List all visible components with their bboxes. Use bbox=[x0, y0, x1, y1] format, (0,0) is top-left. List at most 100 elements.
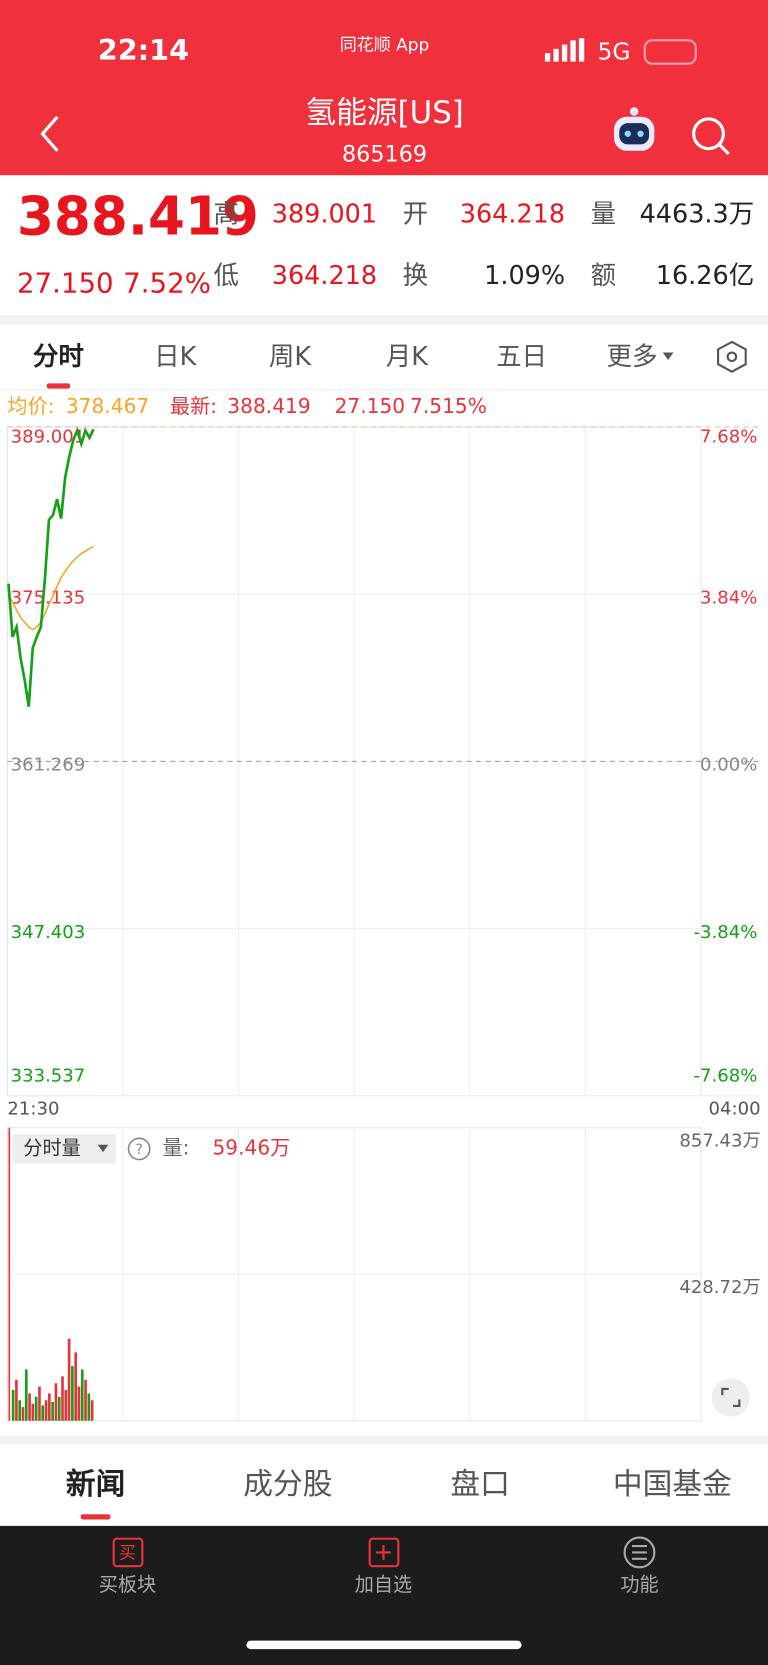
battery-icon bbox=[643, 39, 697, 65]
volume-bar bbox=[48, 1393, 51, 1421]
settings-icon[interactable] bbox=[717, 340, 747, 373]
pct-tick-label: 3.84% bbox=[700, 587, 757, 608]
dropdown-arrow bbox=[662, 352, 674, 360]
volume-bar bbox=[67, 1338, 71, 1421]
volume-bar bbox=[18, 1400, 22, 1421]
tab[interactable]: 日K bbox=[154, 342, 197, 372]
volume-tick-label: 428.72万 bbox=[679, 1277, 760, 1298]
tab-indicator bbox=[46, 383, 71, 389]
divider bbox=[0, 1435, 768, 1445]
volume-bar bbox=[71, 1366, 74, 1421]
back-button[interactable] bbox=[40, 115, 59, 152]
price-line bbox=[7, 426, 95, 707]
y-tick-label: 347.403 bbox=[11, 922, 86, 943]
expand-button[interactable] bbox=[711, 1378, 750, 1417]
pct-tick-label: 0.00% bbox=[700, 755, 757, 776]
tab[interactable]: 月K bbox=[386, 342, 429, 372]
volume-selector-label: 分时量 bbox=[23, 1136, 80, 1159]
volume-bar bbox=[54, 1383, 58, 1421]
avg-line bbox=[7, 545, 94, 631]
network: 5G bbox=[597, 38, 630, 66]
volume-bar bbox=[28, 1393, 31, 1421]
search-icon[interactable] bbox=[692, 117, 730, 156]
value: 1.09% bbox=[484, 261, 565, 291]
intraday-chart: 389.001 7.68% 375.135 3.84% 361.269 0.00% 347.… bbox=[6, 426, 761, 1422]
volume-bar bbox=[84, 1379, 87, 1421]
robot-icon[interactable] bbox=[613, 107, 655, 151]
tab-bar: 分时 日K 周K 月K 五日 更多 bbox=[33, 342, 674, 372]
buy-icon-text: 买 bbox=[119, 1544, 136, 1564]
label: 量 bbox=[591, 200, 616, 230]
volume-bar bbox=[11, 1390, 15, 1421]
stock-title: 氢能源[US] bbox=[305, 95, 463, 131]
volume-bar bbox=[15, 1379, 18, 1421]
pct-tick-label: 7.68% bbox=[700, 426, 757, 447]
dropdown-arrow bbox=[97, 1144, 109, 1153]
volume-bar bbox=[74, 1352, 78, 1421]
label: 低 bbox=[214, 261, 239, 291]
bottom-tab[interactable]: 成分股 bbox=[243, 1467, 332, 1502]
bottom-tab[interactable]: 盘口 bbox=[450, 1467, 509, 1502]
pct-tick-label: -7.68% bbox=[694, 1066, 758, 1087]
help-icon[interactable] bbox=[127, 1137, 151, 1161]
volume-bar bbox=[8, 1127, 11, 1421]
info-row: 均价: 378.467 最新: 388.419 27.150 7.515% bbox=[7, 394, 486, 418]
stock-code: 865169 bbox=[342, 142, 427, 168]
volume-bar bbox=[77, 1386, 81, 1421]
toolbar-label[interactable]: 加自选 bbox=[355, 1573, 412, 1596]
settings-icon-dot bbox=[726, 351, 738, 363]
bottom-tab[interactable]: 中国基金 bbox=[613, 1467, 732, 1502]
value: 4463.3万 bbox=[640, 200, 755, 230]
toolbar-label[interactable]: 买板块 bbox=[99, 1573, 156, 1596]
tab[interactable]: 五日 bbox=[496, 342, 547, 372]
volume-value: 59.46万 bbox=[212, 1135, 290, 1159]
bottom-tabs: 新闻 成分股 盘口 中国基金 bbox=[66, 1467, 732, 1502]
change-pct: 7.52% bbox=[123, 267, 211, 300]
label: 开 bbox=[403, 200, 428, 230]
help-mark: ? bbox=[135, 1142, 142, 1158]
latest-change: 27.150 bbox=[335, 394, 406, 418]
volume-bar bbox=[87, 1393, 91, 1421]
latest-value: 388.419 bbox=[227, 394, 310, 418]
avg-label: 均价: bbox=[7, 394, 54, 418]
latest-label: 最新: bbox=[170, 394, 217, 418]
divider bbox=[0, 315, 768, 325]
y-tick-label: 361.269 bbox=[11, 755, 86, 776]
signal-icon bbox=[544, 38, 585, 62]
volume-tick-label: 857.43万 bbox=[679, 1131, 760, 1152]
value: 389.001 bbox=[272, 200, 377, 230]
volume-bar bbox=[31, 1403, 35, 1421]
volume-bar bbox=[64, 1390, 68, 1421]
buy-icon[interactable] bbox=[112, 1537, 144, 1568]
tab[interactable]: 分时 bbox=[33, 342, 84, 372]
x-end: 04:00 bbox=[709, 1099, 761, 1120]
volume-label: 量: bbox=[163, 1135, 190, 1159]
change: 27.150 bbox=[17, 267, 114, 300]
volume-bar bbox=[80, 1369, 84, 1421]
volume-bar bbox=[34, 1396, 38, 1421]
value: 364.218 bbox=[460, 200, 565, 230]
toolbar-label[interactable]: 功能 bbox=[620, 1573, 658, 1596]
pct-tick-label: -3.84% bbox=[694, 922, 758, 943]
volume-bar bbox=[41, 1405, 45, 1421]
label: 高 bbox=[214, 200, 239, 230]
bottom-tab-indicator bbox=[80, 1514, 111, 1520]
home-indicator bbox=[246, 1640, 522, 1650]
bottom-tab[interactable]: 新闻 bbox=[66, 1467, 125, 1502]
volume-selector[interactable] bbox=[12, 1134, 116, 1164]
volume-bar bbox=[21, 1407, 25, 1421]
volume-bar bbox=[24, 1369, 28, 1421]
volume-bar bbox=[61, 1376, 64, 1421]
menu-icon[interactable] bbox=[623, 1536, 656, 1569]
value: 364.218 bbox=[272, 261, 377, 291]
add-icon[interactable] bbox=[368, 1537, 400, 1568]
y-tick-label: 333.537 bbox=[11, 1066, 86, 1087]
tab[interactable]: 周K bbox=[269, 342, 312, 372]
volume-bar bbox=[44, 1400, 48, 1421]
label: 换 bbox=[403, 261, 428, 291]
volume-bar bbox=[51, 1401, 54, 1421]
volume-bar bbox=[57, 1396, 61, 1421]
value: 16.26亿 bbox=[656, 261, 754, 291]
tab[interactable]: 更多 bbox=[607, 342, 658, 372]
